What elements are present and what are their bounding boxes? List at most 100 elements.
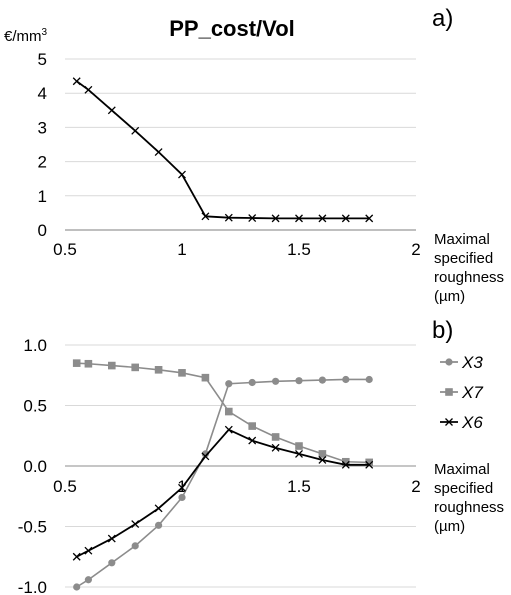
x-tick-label-b: 2 [411,477,420,496]
data-point-x3 [225,380,233,388]
data-point-s0 [154,148,163,156]
x-axis-label-b-line4: (µm) [434,518,465,535]
y-tick-label-a: 0 [38,221,47,240]
y-axis-label-a-text: €/mm [4,28,42,45]
y-tick-label-b: 0.0 [23,457,47,476]
data-point-x7 [154,366,163,374]
x-axis-label-a: Maximal specified roughness (µm) [434,231,504,305]
data-point-s0 [178,170,186,179]
data-point-s0 [224,213,233,222]
data-point-x7 [318,450,327,458]
data-point-x3 [73,583,81,591]
data-point-x6 [201,452,210,461]
y-tick-label-a: 5 [38,50,47,69]
data-point-s0 [295,214,303,223]
data-point-x7 [342,457,350,466]
data-point-x3 [108,559,116,567]
legend-label-x6: X6 [461,413,483,432]
data-point-x6 [365,460,374,469]
x-axis-label-b-line3: roughness [434,499,504,516]
y-tick-label-a: 2 [38,153,47,172]
panel-label-a: a) [432,5,453,32]
data-point-x6 [248,436,257,445]
legend-marker-x6 [445,418,453,426]
data-point-x6 [341,460,350,469]
data-point-x6 [318,455,327,464]
series-line-s0 [76,80,370,220]
data-point-x6 [131,520,140,529]
data-point-x7 [84,359,93,368]
data-point-x3 [342,375,350,384]
data-point-x6 [178,483,186,492]
x-tick-label-a: 2 [411,240,420,259]
x-axis-label-b-line1: Maximal [434,461,490,478]
x-tick-label-a: 0.5 [53,240,77,259]
legend-marker-x3 [445,358,453,366]
data-point-x7 [108,361,116,370]
series-a [72,77,374,223]
y-tick-label-b: 0.5 [23,397,47,416]
data-point-x7 [72,359,81,367]
data-point-x6 [271,443,280,452]
x-axis-label-b: Maximal specified roughness (µm) [434,461,504,535]
data-point-s0 [271,214,280,223]
x-tick-label-a: 1 [177,240,186,259]
x-ticks-a: 0.5 1 1.5 2 [53,240,421,259]
data-point-x6 [84,546,93,555]
y-tick-label-b: 1.0 [23,336,47,355]
series-line-x3 [76,378,370,588]
data-point-x6 [295,449,303,458]
data-point-s0 [248,214,257,222]
y-tick-label-b: -1.0 [18,578,47,595]
data-point-x7 [178,369,186,377]
y-axis-label-a-sup: 3 [42,27,48,38]
y-ticks-b: -1.0 -0.5 0.0 0.5 1.0 [18,336,47,595]
data-point-x3 [155,521,163,529]
x-tick-label-b: 0.5 [53,477,77,496]
data-point-s0 [341,214,350,223]
legend-marker-x7 [445,388,453,396]
legend-label-x3: X3 [461,353,483,372]
data-point-x7 [201,373,210,382]
data-point-x3 [178,493,186,502]
x-axis-label-a-line1: Maximal [434,231,490,248]
data-point-x3 [295,377,303,385]
data-point-x3 [131,542,139,550]
y-tick-label-a: 3 [38,118,47,137]
x-axis-label-a-line2: specified [434,250,493,267]
legend-label-x7: X7 [461,383,483,402]
data-point-x6 [72,552,81,561]
series-b [72,359,374,591]
data-point-x6 [224,425,233,434]
data-point-x3 [201,450,209,458]
data-point-s0 [365,214,374,223]
data-point-x7 [295,442,303,450]
data-point-x7 [131,363,139,372]
data-point-x7 [271,433,280,441]
data-point-x7 [248,422,256,430]
data-point-x6 [154,504,163,513]
x-axis-label-a-line4: (µm) [434,288,465,305]
grid-b [65,344,416,588]
data-point-s0 [201,212,210,221]
data-point-x6 [107,534,116,543]
series-line-x7 [76,362,370,464]
data-point-x3 [365,375,373,384]
legend: X3 X7 X6 [440,353,483,432]
chart-title: PP_cost/Vol [169,16,295,41]
grid-a [65,58,416,197]
panel-label-b: b) [432,317,453,344]
series-line-x6 [76,428,370,558]
y-tick-label-a: 1 [38,187,47,206]
data-point-s0 [72,77,81,86]
y-ticks-a: 0 1 2 3 4 5 [38,50,47,240]
data-point-s0 [131,126,140,135]
x-axis-label-a-line3: roughness [434,269,504,286]
y-axis-label-a: €/mm3 [4,27,48,45]
data-point-x3 [318,376,326,384]
x-tick-label-a: 1.5 [287,240,311,259]
data-point-s0 [107,106,116,115]
